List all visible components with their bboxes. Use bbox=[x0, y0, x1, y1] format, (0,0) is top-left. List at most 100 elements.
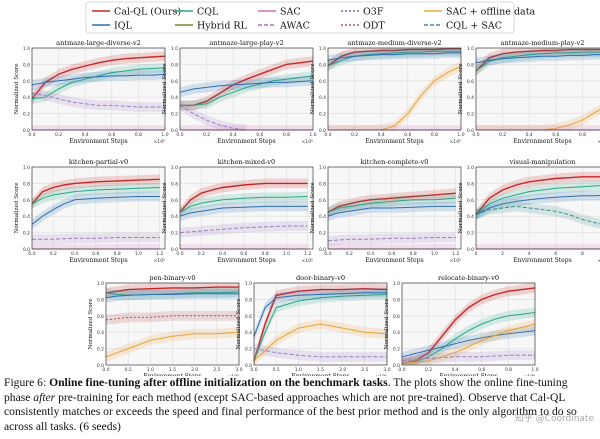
series-line-cql bbox=[31, 187, 160, 205]
x-tick-label: 0.8 bbox=[579, 132, 586, 138]
x-tick-label: 0.2 bbox=[351, 132, 358, 138]
series-line-iql bbox=[475, 194, 600, 216]
y-tick-label: 1.0 bbox=[245, 281, 252, 287]
series-line-awac bbox=[401, 354, 535, 362]
series-line-cql bbox=[253, 294, 388, 362]
y-axis-label: Normalized Score bbox=[236, 298, 242, 350]
x-axis-label: Environment Steps bbox=[365, 257, 423, 264]
x-tick-label: 1.0 bbox=[531, 367, 538, 373]
x-axis-label: Environment Steps bbox=[143, 373, 201, 376]
x-tick-label: 0.0 bbox=[324, 132, 331, 138]
y-tick-label: 1.0 bbox=[171, 165, 178, 171]
x-tick-label: 1.0 bbox=[147, 367, 154, 373]
series-band-sac-offline-data bbox=[476, 104, 600, 130]
x-multiplier: ×10⁶ bbox=[523, 374, 535, 376]
y-axis-label: Normalized Score bbox=[162, 182, 168, 234]
x-tick-label: 4 bbox=[528, 251, 531, 257]
y-tick-label: 0.6 bbox=[171, 198, 178, 204]
y-tick-label: 0.0 bbox=[23, 128, 30, 134]
y-tick-label: 0.2 bbox=[393, 347, 400, 353]
series-line-iql bbox=[401, 330, 536, 358]
series-band-iql bbox=[106, 288, 239, 303]
series-line-sac-offline-data bbox=[253, 323, 388, 362]
series-band-odt bbox=[106, 310, 239, 325]
x-tick-label: 0.5 bbox=[273, 367, 280, 373]
y-tick-label: 0.2 bbox=[467, 112, 474, 118]
y-tick-label: 0.4 bbox=[319, 214, 326, 220]
y-tick-label: 1.0 bbox=[23, 165, 30, 171]
y-tick-label: 0.6 bbox=[319, 198, 326, 204]
caption-text-2: pre-training for each method (except SAC… bbox=[4, 390, 577, 433]
x-tick-label: 1.2 bbox=[452, 251, 459, 257]
plot-title: relocate-binary-v0 bbox=[438, 274, 499, 282]
series-line-cql bbox=[180, 75, 314, 106]
series-line-cal-ql-ours bbox=[253, 287, 388, 362]
legend-label-awac: AWAC bbox=[279, 21, 310, 32]
x-axis-label: Environment Steps bbox=[365, 138, 423, 145]
series-line-cal-ql-ours bbox=[31, 55, 166, 100]
plot-title: pen-binary-v0 bbox=[149, 274, 195, 282]
series-line-cal-ql-ours bbox=[31, 178, 160, 205]
x-tick-label: 0.2 bbox=[55, 132, 62, 138]
x-tick-label: 0.2 bbox=[499, 132, 506, 138]
x-multiplier: ×10⁶ bbox=[153, 258, 165, 264]
x-multiplier: ×10⁵ bbox=[597, 258, 600, 264]
y-tick-label: 0.0 bbox=[319, 247, 326, 253]
y-tick-label: 0.8 bbox=[23, 181, 30, 187]
y-tick-label: 0.8 bbox=[23, 62, 30, 68]
series-line-cql bbox=[401, 312, 536, 364]
y-tick-label: 0.8 bbox=[245, 297, 252, 303]
x-tick-label: 0.4 bbox=[219, 251, 226, 257]
legend-label-cal-ql-ours: Cal-QL (Ours) bbox=[114, 7, 181, 18]
x-tick-label: 0.8 bbox=[135, 132, 142, 138]
x-tick-label: 0.4 bbox=[230, 132, 237, 138]
x-tick-label: 0.6 bbox=[404, 132, 411, 138]
plot-title: door-binary-v0 bbox=[296, 274, 345, 282]
y-tick-label: 0.0 bbox=[97, 363, 104, 369]
legend-label-o3f: O3F bbox=[363, 7, 384, 18]
series-line-cql-sac bbox=[475, 205, 600, 225]
plot-frame bbox=[475, 47, 600, 131]
x-tick-label: 0.6 bbox=[92, 251, 99, 257]
plot-title: kitchen-mixed-v0 bbox=[218, 158, 275, 166]
y-tick-label: 0.8 bbox=[171, 62, 178, 68]
plot-frame bbox=[401, 282, 536, 366]
y-tick-label: 0.6 bbox=[171, 79, 178, 85]
x-tick-label: 0.8 bbox=[505, 367, 512, 373]
series-band-sac bbox=[180, 244, 308, 249]
x-axis-label: Environment Steps bbox=[217, 138, 275, 145]
y-tick-label: 0.2 bbox=[97, 347, 104, 353]
y-tick-label: 0.0 bbox=[319, 128, 326, 134]
y-tick-label: 0.2 bbox=[319, 231, 326, 237]
series-line-cal-ql-ours bbox=[105, 286, 239, 294]
y-tick-label: 1.0 bbox=[23, 46, 30, 52]
x-tick-label: 0.8 bbox=[431, 132, 438, 138]
plot-frame bbox=[327, 166, 462, 250]
x-tick-label: 0.0 bbox=[250, 367, 257, 373]
x-tick-label: 0.2 bbox=[346, 251, 353, 257]
series-band-sac bbox=[328, 244, 456, 249]
series-line-cql bbox=[475, 185, 600, 215]
series-band-sac bbox=[476, 125, 600, 130]
series-line-cal-ql-ours bbox=[327, 192, 456, 213]
x-tick-label: 1.2 bbox=[304, 251, 311, 257]
series-band-cal-ql-ours bbox=[180, 178, 308, 217]
y-tick-label: 0.4 bbox=[171, 214, 178, 220]
x-tick-label: 0.0 bbox=[398, 367, 405, 373]
series-band-awac bbox=[32, 88, 165, 112]
x-tick-label: 0.0 bbox=[28, 132, 35, 138]
y-tick-label: 1.0 bbox=[393, 281, 400, 287]
series-line-cal-ql-ours bbox=[475, 176, 600, 216]
series-line-sac-offline-data bbox=[401, 323, 536, 364]
watermark-text: 知乎 @Coordinate bbox=[514, 414, 594, 424]
series-band-iql bbox=[328, 48, 461, 66]
y-tick-label: 0.6 bbox=[393, 314, 400, 320]
y-tick-label: 0.4 bbox=[23, 95, 30, 101]
caption-text-1: . The plots show the online fine-tuning … bbox=[4, 376, 568, 404]
series-line-sac-offline-data bbox=[328, 65, 462, 131]
series-band-cql bbox=[402, 307, 535, 365]
y-tick-label: 0.4 bbox=[319, 95, 326, 101]
y-tick-label: 0.8 bbox=[393, 297, 400, 303]
y-tick-label: 0.6 bbox=[23, 198, 30, 204]
series-line-cql bbox=[327, 50, 461, 67]
